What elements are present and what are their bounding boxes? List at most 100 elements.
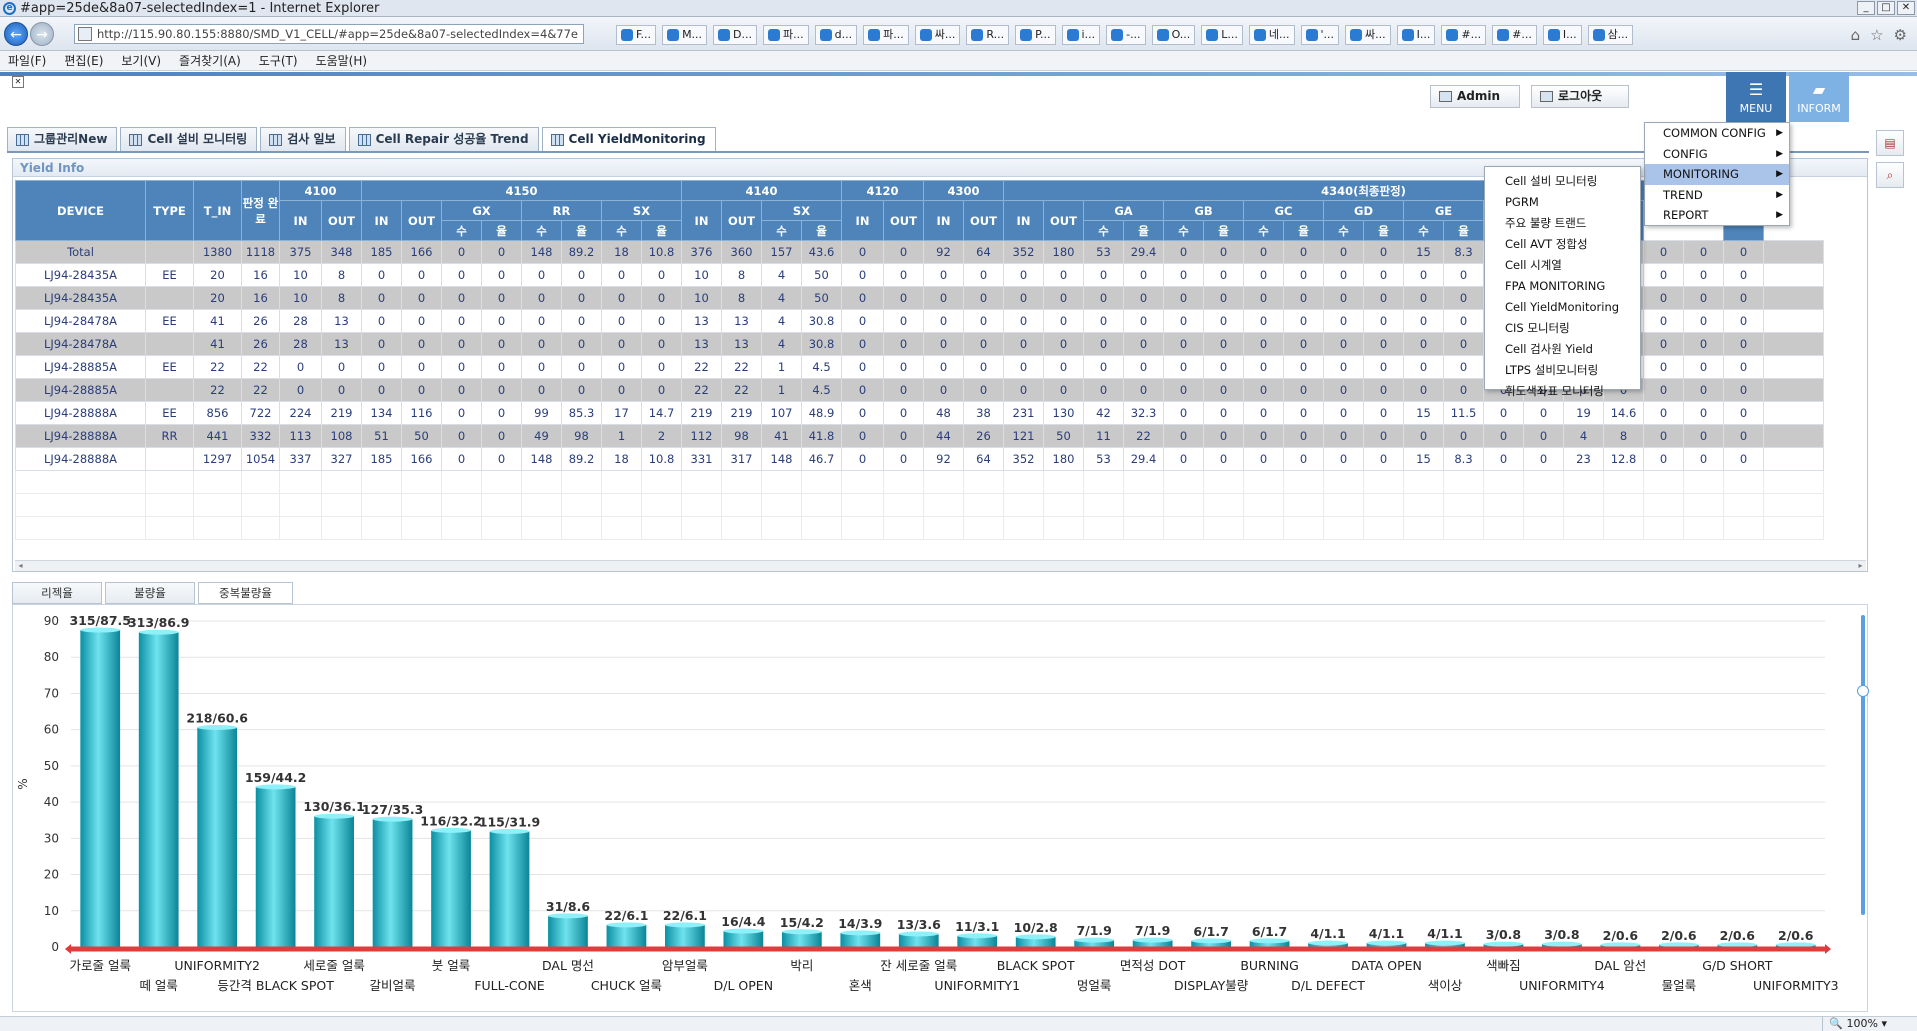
submenu-item[interactable]: PGRM	[1505, 195, 1539, 209]
favorite-link[interactable]: 싸...	[1345, 25, 1391, 45]
favorite-link[interactable]: O...	[1151, 25, 1196, 45]
bar[interactable]	[840, 932, 881, 947]
favorite-link[interactable]: '...	[1300, 25, 1340, 45]
scroll-left-icon[interactable]: ◂	[18, 561, 23, 570]
logout-button[interactable]: 로그아웃	[1531, 85, 1629, 108]
url-input[interactable]: http://115.90.80.155:8880/SMD_V1_CELL/#a…	[74, 24, 584, 44]
submenu-item[interactable]: LTPS 설비모니터링	[1505, 363, 1599, 377]
admin-button[interactable]: Admin	[1430, 85, 1520, 108]
table-row[interactable]: LJ94-28888A EE 856 722 224 219 134 116 0 0 99 85.3 1…	[15, 401, 1824, 425]
bar[interactable]	[80, 630, 121, 947]
browser-menu-item[interactable]: 도움말(H)	[315, 54, 368, 68]
bar[interactable]	[1074, 940, 1115, 947]
browser-menu-item[interactable]: 보기(V)	[121, 54, 162, 68]
grid-horizontal-scrollbar[interactable]: ◂ ▸	[15, 560, 1866, 571]
favorite-link[interactable]: R...	[966, 25, 1010, 45]
favorite-link[interactable]: I...	[1542, 25, 1582, 45]
bar[interactable]	[781, 931, 822, 947]
home-icon[interactable]: ⌂	[1850, 26, 1861, 44]
dropdown-item[interactable]: COMMON CONFIG ▶	[1645, 123, 1789, 144]
tab-group-management[interactable]: 그룹관리New	[7, 127, 118, 151]
slider-handle[interactable]	[1857, 685, 1869, 697]
submenu-item[interactable]: Cell 설비 모니터링	[1505, 174, 1598, 188]
minimize-button[interactable]: _	[1857, 1, 1875, 15]
bar[interactable]	[255, 786, 296, 947]
favorite-link[interactable]: 네...	[1248, 25, 1295, 45]
favorite-link[interactable]: 파...	[863, 25, 909, 45]
browser-menu-item[interactable]: 즐겨찾기(A)	[179, 54, 241, 68]
favorite-link[interactable]: P...	[1015, 25, 1056, 45]
tab-cell-repair-trend[interactable]: Cell Repair 성공율 Trend	[348, 127, 539, 151]
bar[interactable]	[548, 915, 588, 947]
back-button[interactable]: ←	[4, 22, 28, 46]
close-window-button[interactable]: ✕	[1897, 1, 1915, 15]
bar[interactable]	[665, 924, 705, 947]
favorite-link[interactable]: 파...	[763, 25, 809, 45]
submenu-item[interactable]: FPA MONITORING	[1505, 279, 1606, 293]
chart-tab-defect-rate[interactable]: 불량율	[105, 582, 195, 604]
favorite-link[interactable]: 싸...	[914, 25, 961, 45]
favorite-link[interactable]: d...	[814, 25, 858, 45]
bar[interactable]	[431, 830, 471, 947]
favorites-star-icon[interactable]: ☆	[1870, 26, 1884, 44]
chart-tab-duplicate-defect-rate[interactable]: 중복불량율	[198, 582, 293, 604]
dropdown-item[interactable]: TREND ▶	[1645, 185, 1789, 206]
export-excel-icon[interactable]: ▤	[1876, 130, 1904, 156]
favorite-link[interactable]: L...	[1201, 25, 1243, 45]
table-row[interactable]: LJ94-28478A EE 41 26 28 13 0 0 0 0 0 0 0 0 13 13 4 30.8 0 0…	[15, 309, 1824, 333]
chart-tab-reject-rate[interactable]: 리젝율	[12, 582, 102, 604]
submenu-item[interactable]: 주요 불량 트랜드	[1505, 216, 1587, 230]
bar[interactable]	[1249, 940, 1290, 947]
submenu-item[interactable]: Cell AVT 정합성	[1505, 237, 1588, 251]
bar[interactable]	[1015, 936, 1056, 947]
submenu-item[interactable]: 휘도색좌표 모니터링	[1505, 384, 1604, 398]
bar[interactable]	[372, 819, 413, 947]
bar[interactable]	[489, 831, 530, 947]
bar[interactable]	[606, 924, 647, 947]
bar[interactable]	[314, 816, 354, 947]
favorite-link[interactable]: D...	[713, 25, 758, 45]
dropdown-item[interactable]: CONFIG ▶	[1645, 144, 1789, 165]
submenu-item[interactable]: Cell 검사원 Yield	[1505, 342, 1593, 356]
favorite-link[interactable]: -...	[1106, 25, 1146, 45]
bar[interactable]	[1191, 940, 1231, 947]
settings-gear-icon[interactable]: ⚙	[1893, 26, 1907, 44]
browser-menu-item[interactable]: 도구(T)	[258, 54, 298, 68]
favorite-link[interactable]: i...	[1061, 25, 1101, 45]
submenu-item[interactable]: Cell 시계열	[1505, 258, 1562, 272]
table-row[interactable]: LJ94-28888A 1297 1054 337 327 185 166 0 0 148 89.2…	[15, 447, 1824, 471]
zoom-search-icon[interactable]: ⌕	[1876, 162, 1904, 188]
bar[interactable]	[898, 933, 939, 947]
dropdown-item[interactable]: REPORT ▶	[1645, 205, 1789, 226]
bar-data-label: 14/3.9	[838, 916, 882, 931]
favorite-link[interactable]: 삼...	[1587, 25, 1634, 45]
browser-menu-item[interactable]: 파일(F)	[8, 54, 47, 68]
zoom-level[interactable]: 🔍 100% ▾	[1822, 1017, 1893, 1031]
table-row[interactable]: LJ94-28885A 22 22 0 0 0 0 0 0 0 0 0 0 22 22 1 4.5 0 0 0 0 0 0 0…	[15, 378, 1824, 402]
favorite-link[interactable]: I...	[1396, 25, 1436, 45]
table-row[interactable]: LJ94-28888A RR 441 332 113 108 51 50 0 0 49 98 1 2 112…	[15, 424, 1824, 448]
maximize-button[interactable]: □	[1877, 1, 1895, 15]
submenu-item[interactable]: CIS 모니터링	[1505, 321, 1570, 335]
favorite-link[interactable]: F...	[616, 25, 657, 45]
browser-menu-item[interactable]: 편집(E)	[64, 54, 104, 68]
bar[interactable]	[197, 727, 238, 947]
bar[interactable]	[1132, 940, 1173, 947]
tab-inspection-daily[interactable]: 검사 일보	[260, 127, 346, 151]
chart-vertical-slider[interactable]	[1857, 615, 1869, 915]
inform-button[interactable]: ▰ INFORM	[1789, 72, 1849, 122]
submenu-item[interactable]: Cell YieldMonitoring	[1505, 300, 1620, 314]
dropdown-item[interactable]: MONITORING ▶	[1645, 164, 1789, 185]
favorite-link[interactable]: #...	[1441, 25, 1487, 45]
favorite-link[interactable]: M...	[662, 25, 708, 45]
tab-cell-yield-monitoring[interactable]: Cell YieldMonitoring	[541, 127, 716, 152]
forward-button[interactable]: →	[30, 22, 54, 46]
menu-button[interactable]: ☰ MENU	[1726, 72, 1786, 122]
bar[interactable]	[138, 632, 179, 947]
bar[interactable]	[723, 931, 764, 947]
bar[interactable]	[957, 935, 998, 947]
tab-cell-equipment-monitoring[interactable]: Cell 설비 모니터링	[120, 127, 258, 151]
scroll-right-icon[interactable]: ▸	[1858, 561, 1863, 570]
table-row[interactable]: LJ94-28885A EE 22 22 0 0 0 0 0 0 0 0 0 0 22 22 1 4.5 0 0 0 0 0…	[15, 355, 1824, 379]
favorite-link[interactable]: #...	[1492, 25, 1537, 45]
